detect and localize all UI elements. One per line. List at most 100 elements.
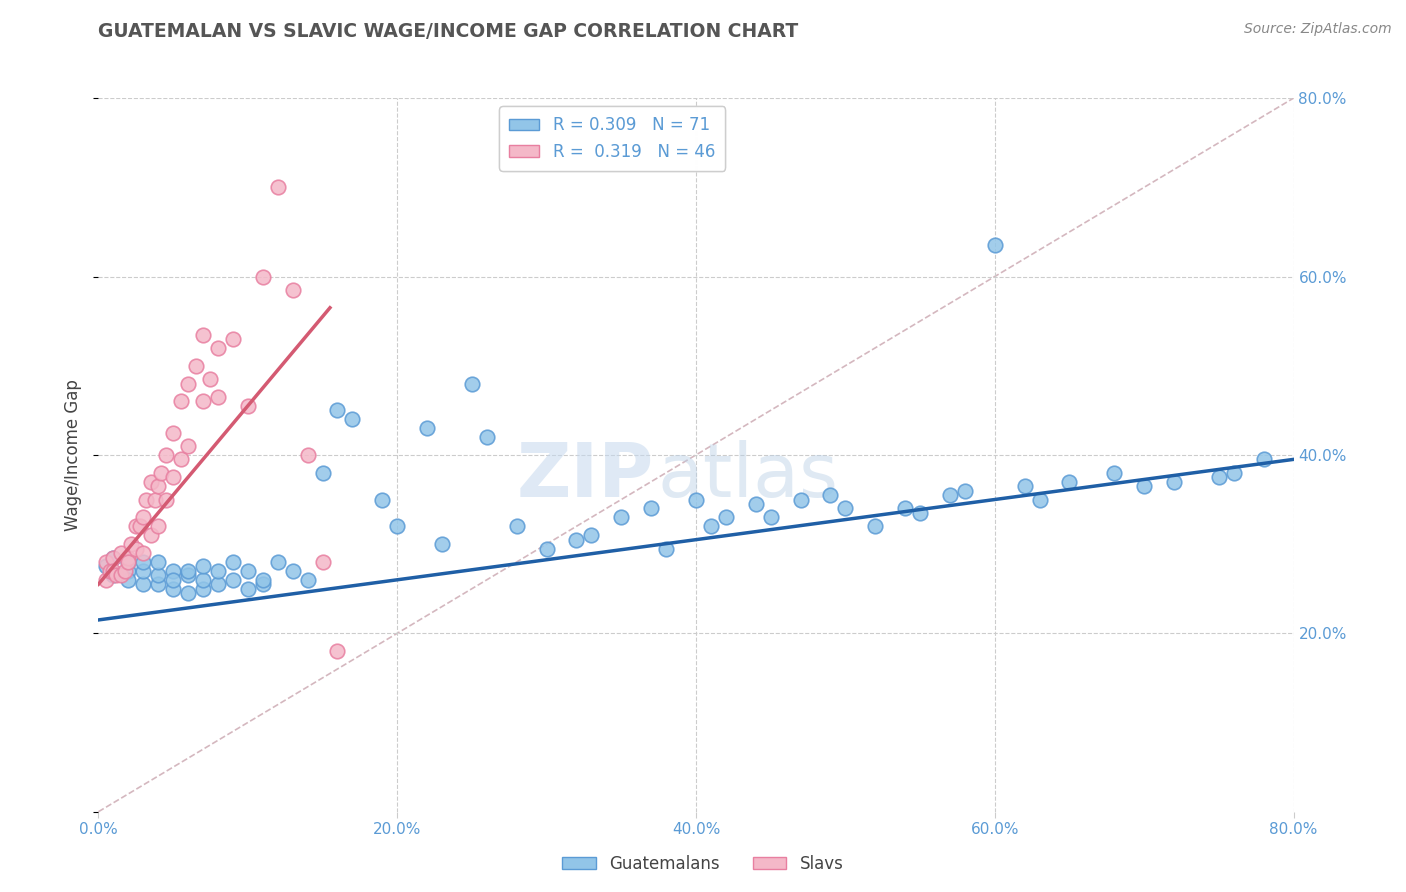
- Point: [94, 559, 117, 574]
- Point: [222, 555, 245, 569]
- Point: [207, 390, 229, 404]
- Y-axis label: Wage/Income Gap: Wage/Income Gap: [65, 379, 83, 531]
- Point: [430, 537, 453, 551]
- Point: [207, 577, 229, 591]
- Point: [132, 577, 155, 591]
- Point: [252, 269, 274, 284]
- Point: [236, 564, 259, 578]
- Point: [834, 501, 856, 516]
- Text: Source: ZipAtlas.com: Source: ZipAtlas.com: [1244, 22, 1392, 37]
- Point: [1104, 466, 1126, 480]
- Point: [1059, 475, 1081, 489]
- Point: [191, 582, 214, 596]
- Point: [416, 421, 439, 435]
- Point: [865, 519, 887, 533]
- Point: [139, 528, 162, 542]
- Point: [117, 555, 139, 569]
- Point: [139, 475, 162, 489]
- Point: [342, 412, 364, 426]
- Point: [281, 283, 304, 297]
- Point: [1133, 479, 1156, 493]
- Legend: R = 0.309   N = 71, R =  0.319   N = 46: R = 0.309 N = 71, R = 0.319 N = 46: [499, 106, 725, 170]
- Point: [1223, 466, 1246, 480]
- Point: [114, 564, 136, 578]
- Point: [820, 488, 842, 502]
- Point: [267, 180, 290, 194]
- Point: [143, 492, 166, 507]
- Point: [132, 546, 155, 560]
- Point: [1253, 452, 1275, 467]
- Point: [371, 492, 394, 507]
- Point: [103, 550, 125, 565]
- Point: [117, 550, 139, 565]
- Point: [655, 541, 678, 556]
- Point: [162, 425, 184, 440]
- Point: [110, 546, 132, 560]
- Point: [191, 573, 214, 587]
- Point: [120, 537, 142, 551]
- Point: [252, 577, 274, 591]
- Point: [311, 466, 333, 480]
- Text: atlas: atlas: [658, 440, 839, 513]
- Point: [745, 497, 768, 511]
- Point: [1163, 475, 1185, 489]
- Point: [162, 564, 184, 578]
- Point: [311, 555, 333, 569]
- Point: [685, 492, 707, 507]
- Point: [110, 568, 132, 582]
- Point: [191, 559, 214, 574]
- Point: [326, 403, 349, 417]
- Point: [536, 541, 558, 556]
- Point: [148, 555, 170, 569]
- Point: [191, 394, 214, 409]
- Point: [281, 564, 304, 578]
- Point: [610, 510, 633, 524]
- Point: [132, 564, 155, 578]
- Point: [117, 555, 139, 569]
- Point: [184, 359, 207, 373]
- Point: [200, 372, 222, 386]
- Point: [135, 492, 157, 507]
- Point: [252, 573, 274, 587]
- Point: [132, 510, 155, 524]
- Point: [132, 555, 155, 569]
- Point: [640, 501, 662, 516]
- Point: [150, 466, 173, 480]
- Point: [148, 568, 170, 582]
- Point: [894, 501, 917, 516]
- Point: [94, 573, 117, 587]
- Point: [506, 519, 529, 533]
- Point: [385, 519, 409, 533]
- Legend: Guatemalans, Slavs: Guatemalans, Slavs: [555, 848, 851, 880]
- Point: [297, 448, 319, 462]
- Point: [236, 399, 259, 413]
- Point: [103, 564, 125, 578]
- Point: [177, 586, 200, 600]
- Text: ZIP: ZIP: [517, 440, 654, 513]
- Point: [1208, 470, 1230, 484]
- Point: [94, 555, 117, 569]
- Point: [461, 376, 484, 391]
- Point: [162, 573, 184, 587]
- Point: [267, 555, 290, 569]
- Point: [125, 519, 148, 533]
- Point: [177, 564, 200, 578]
- Point: [125, 541, 148, 556]
- Text: GUATEMALAN VS SLAVIC WAGE/INCOME GAP CORRELATION CHART: GUATEMALAN VS SLAVIC WAGE/INCOME GAP COR…: [98, 22, 799, 41]
- Point: [162, 582, 184, 596]
- Point: [103, 568, 125, 582]
- Point: [177, 439, 200, 453]
- Point: [100, 564, 122, 578]
- Point: [581, 528, 603, 542]
- Point: [148, 479, 170, 493]
- Point: [222, 332, 245, 346]
- Point: [700, 519, 723, 533]
- Point: [169, 452, 191, 467]
- Point: [177, 376, 200, 391]
- Point: [207, 564, 229, 578]
- Point: [162, 470, 184, 484]
- Point: [177, 568, 200, 582]
- Point: [1028, 492, 1050, 507]
- Point: [236, 582, 259, 596]
- Point: [148, 577, 170, 591]
